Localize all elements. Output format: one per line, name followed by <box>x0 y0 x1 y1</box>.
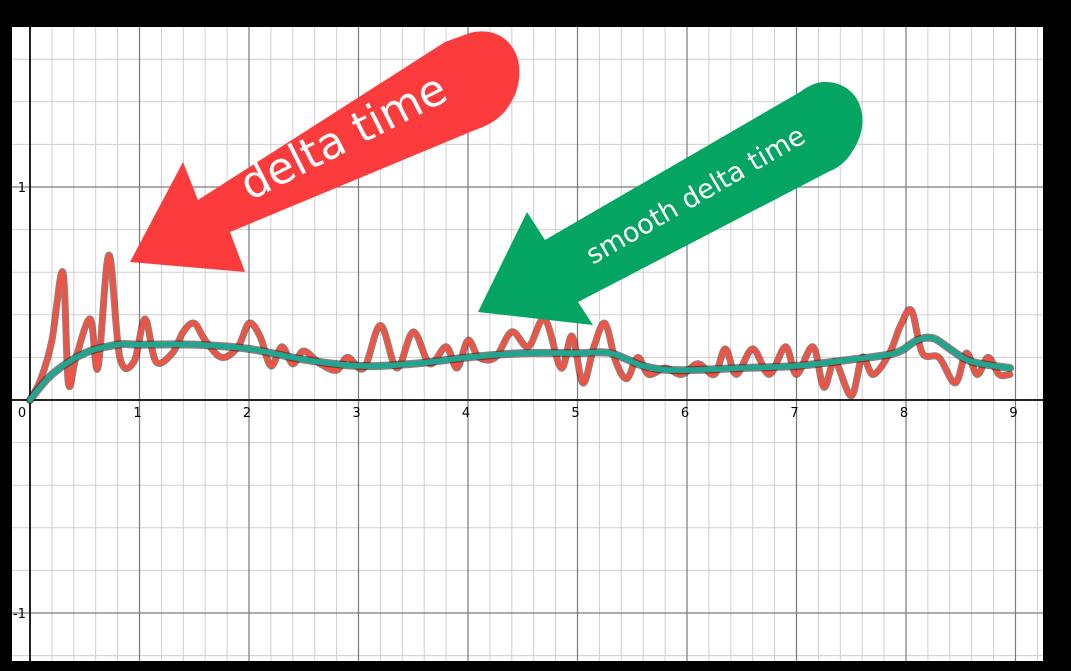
x-tick-label: 5 <box>571 406 579 421</box>
smooth-delta-time-series-line <box>27 334 1013 403</box>
delta-time-series-line <box>27 252 1013 403</box>
delta-time-arrow-shape <box>130 31 520 272</box>
x-tick-label: 8 <box>900 406 908 421</box>
x-tick-label: 0 <box>18 406 26 421</box>
x-tick-label: 3 <box>352 406 360 421</box>
x-tick-label: 4 <box>462 406 470 421</box>
tick-labels: 0 1 2 3 4 5 6 7 8 9 1 -1 <box>13 181 1018 622</box>
y-tick-label: 1 <box>18 181 26 196</box>
y-tick-label: -1 <box>13 607 26 622</box>
x-tick-label: 9 <box>1009 406 1017 421</box>
x-tick-label: 2 <box>243 406 251 421</box>
minor-grid <box>12 27 1043 661</box>
x-tick-label: 7 <box>790 406 798 421</box>
series-layer <box>26 251 1015 404</box>
axes <box>12 27 1043 661</box>
smooth-delta-time-arrow-shape <box>478 81 863 325</box>
x-tick-label: 1 <box>133 406 141 421</box>
x-tick-label: 6 <box>681 406 689 421</box>
